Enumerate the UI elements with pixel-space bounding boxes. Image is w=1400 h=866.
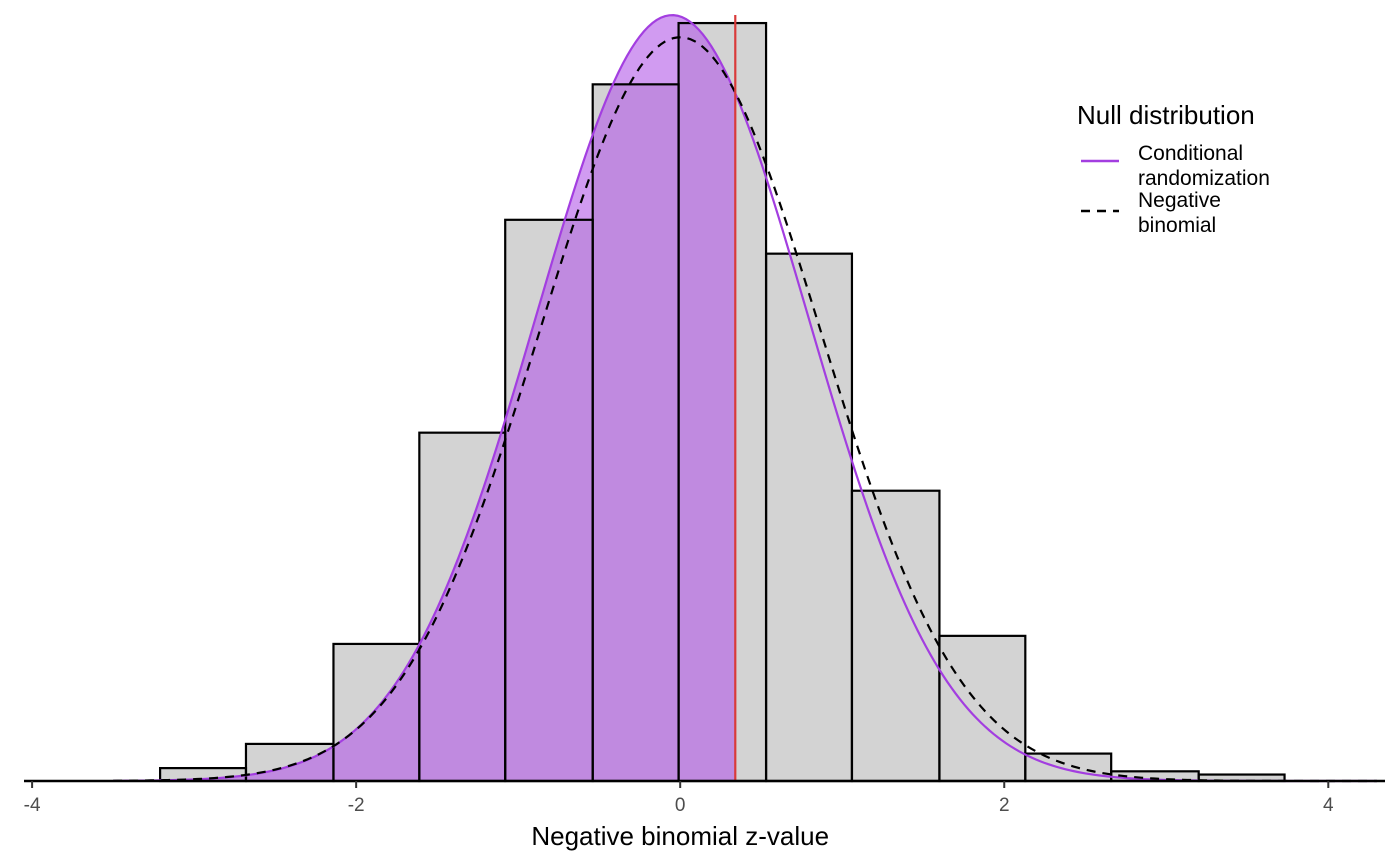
- legend-label: binomial: [1138, 214, 1216, 237]
- histogram-bar: [1198, 774, 1285, 781]
- legend-label: Negative: [1138, 189, 1221, 212]
- histogram-bar: [1025, 753, 1112, 781]
- x-tick-label: 2: [999, 795, 1010, 816]
- negative-binomial-density-curve: [113, 36, 1377, 783]
- histogram-bar: [766, 253, 852, 781]
- conditional-randomization-shaded-area: [113, 15, 736, 781]
- x-axis-title: Negative binomial z-value: [531, 821, 829, 851]
- x-tick-label: 0: [675, 795, 686, 816]
- histogram-bar: [1111, 771, 1199, 781]
- legend-title: Null distribution: [1077, 100, 1255, 130]
- x-tick-label: 4: [1323, 795, 1334, 816]
- legend: Null distribution Conditionalrandomizati…: [1077, 100, 1270, 237]
- x-tick-label: -2: [348, 795, 365, 816]
- x-axis-ticks: -4 -2 0 2 4: [24, 781, 1334, 816]
- legend-label: Conditional: [1138, 142, 1243, 165]
- histogram-bar: [851, 490, 940, 781]
- x-tick-label: -4: [24, 795, 41, 816]
- legend-label: randomization: [1138, 167, 1270, 190]
